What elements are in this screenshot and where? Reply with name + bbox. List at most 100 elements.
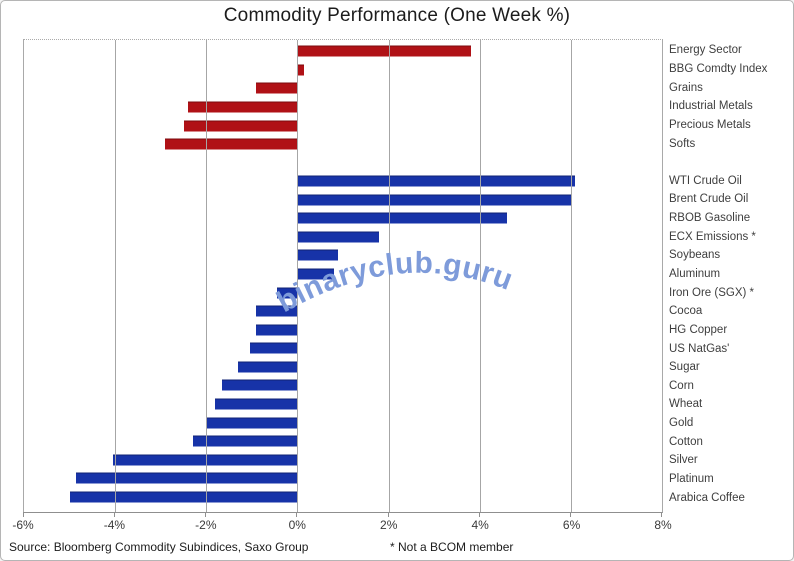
bar-us-natgas	[249, 342, 298, 354]
bar-row	[24, 358, 662, 377]
label-row: Aluminum	[669, 265, 793, 284]
label-row: Industrial Metals	[669, 97, 793, 116]
gridline--4%	[115, 40, 117, 512]
bar-cotton	[192, 435, 298, 447]
label-row: RBOB Gasoline	[669, 209, 793, 228]
label-row: BBG Comdty Index	[669, 60, 793, 79]
bar-row	[24, 395, 662, 414]
label-row: US NatGas'	[669, 339, 793, 358]
bar-wheat	[215, 398, 298, 410]
label-row: Grains	[669, 78, 793, 97]
label-row: Silver	[669, 451, 793, 470]
bar-row	[24, 283, 662, 302]
bar-precious-metals	[183, 120, 298, 132]
category-label: Grains	[669, 81, 703, 94]
category-label: HG Copper	[669, 323, 728, 336]
category-label: Sugar	[669, 361, 700, 374]
tickmark-6%	[569, 512, 571, 517]
bar-hg-copper	[256, 324, 298, 336]
category-label: Platinum	[669, 473, 714, 486]
label-row: Platinum	[669, 470, 793, 489]
bar-row	[24, 320, 662, 339]
category-label: Corn	[669, 379, 694, 392]
label-row: Cocoa	[669, 302, 793, 321]
bar-row	[24, 246, 662, 265]
bar-gold	[206, 417, 298, 429]
x-tick-label-4%: 4%	[471, 518, 489, 532]
bar-row	[24, 209, 662, 228]
x-tick-label-6%: 6%	[562, 518, 581, 532]
label-row: Sugar	[669, 358, 793, 377]
x-tick-label-0%: 0%	[288, 518, 306, 532]
x-tick-label--6%: -6%	[12, 518, 34, 532]
bar-platinum	[76, 472, 298, 484]
bar-row	[24, 172, 662, 191]
bar-silver	[112, 454, 298, 466]
bar-cocoa	[256, 305, 298, 317]
x-tick-label-8%: 8%	[654, 518, 672, 532]
label-row: Energy Sector	[669, 41, 793, 60]
bar-row	[24, 98, 662, 117]
category-label: Wheat	[669, 398, 703, 411]
tickmark--4%	[114, 512, 116, 517]
category-label: Soybeans	[669, 249, 721, 262]
gridline-4%	[479, 40, 481, 512]
bar-wti-crude-oil	[297, 175, 576, 187]
gap-row	[669, 153, 793, 172]
category-label: Arabica Coffee	[669, 491, 745, 504]
bar-row	[24, 339, 662, 358]
x-tick-label-2%: 2%	[380, 518, 398, 532]
category-label: Brent Crude Oil	[669, 193, 749, 206]
bar-grains	[256, 82, 298, 94]
category-label: Precious Metals	[669, 118, 751, 131]
bar-iron-ore-sgx	[276, 287, 298, 299]
chart-title: Commodity Performance (One Week %)	[223, 5, 571, 26]
bar-row	[24, 42, 662, 61]
label-row: Softs	[669, 134, 793, 153]
gridline-6%	[570, 40, 572, 512]
bar-row	[24, 265, 662, 284]
x-tick-label--4%: -4%	[103, 518, 126, 532]
bar-row	[24, 228, 662, 247]
bar-softs	[165, 138, 298, 150]
category-label: US NatGas'	[669, 342, 730, 355]
label-row: WTI Crude Oil	[669, 171, 793, 190]
label-row: Arabica Coffee	[669, 488, 793, 507]
category-label: WTI Crude Oil	[669, 174, 742, 187]
label-row: Wheat	[669, 395, 793, 414]
label-row: Gold	[669, 414, 793, 433]
bar-row	[24, 488, 662, 507]
label-row: Cotton	[669, 432, 793, 451]
bar-corn	[222, 379, 298, 391]
plot-area	[23, 39, 663, 517]
gridline-2%	[388, 40, 390, 512]
label-row: Corn	[669, 377, 793, 396]
bar-row	[24, 135, 662, 154]
category-label: RBOB Gasoline	[669, 212, 751, 225]
bar-row	[24, 450, 662, 469]
bar-bbg-comdty-index	[297, 64, 305, 76]
bar-industrial-metals	[188, 101, 298, 113]
bar-ecx-emissions	[297, 231, 380, 243]
bar-row	[24, 191, 662, 210]
category-label: ECX Emissions *	[669, 230, 756, 243]
tickmark--2%	[205, 512, 207, 517]
bar-aluminum	[297, 268, 334, 280]
source-attribution: Source: Bloomberg Commodity Subindices, …	[9, 540, 309, 554]
category-label: Cotton	[669, 435, 703, 448]
bar-brent-crude-oil	[297, 194, 571, 206]
tickmark--6%	[23, 512, 24, 517]
label-row: Brent Crude Oil	[669, 190, 793, 209]
bar-row	[24, 469, 662, 488]
label-row: Precious Metals	[669, 116, 793, 135]
category-labels-column: Energy Sector BBG Comdty Index Grains Indus…	[669, 39, 793, 513]
bar-row	[24, 413, 662, 432]
bar-row	[24, 302, 662, 321]
tickmark-2%	[387, 512, 389, 517]
category-label: BBG Comdty Index	[669, 62, 768, 75]
tickmark-8%	[661, 512, 662, 517]
category-label-rows: Energy Sector BBG Comdty Index Grains Indus…	[669, 41, 793, 507]
x-axis-tick-labels: -6% -4% -2% 0% 2% 4% 6% 8%	[12, 518, 671, 534]
category-label: Energy Sector	[669, 44, 742, 57]
